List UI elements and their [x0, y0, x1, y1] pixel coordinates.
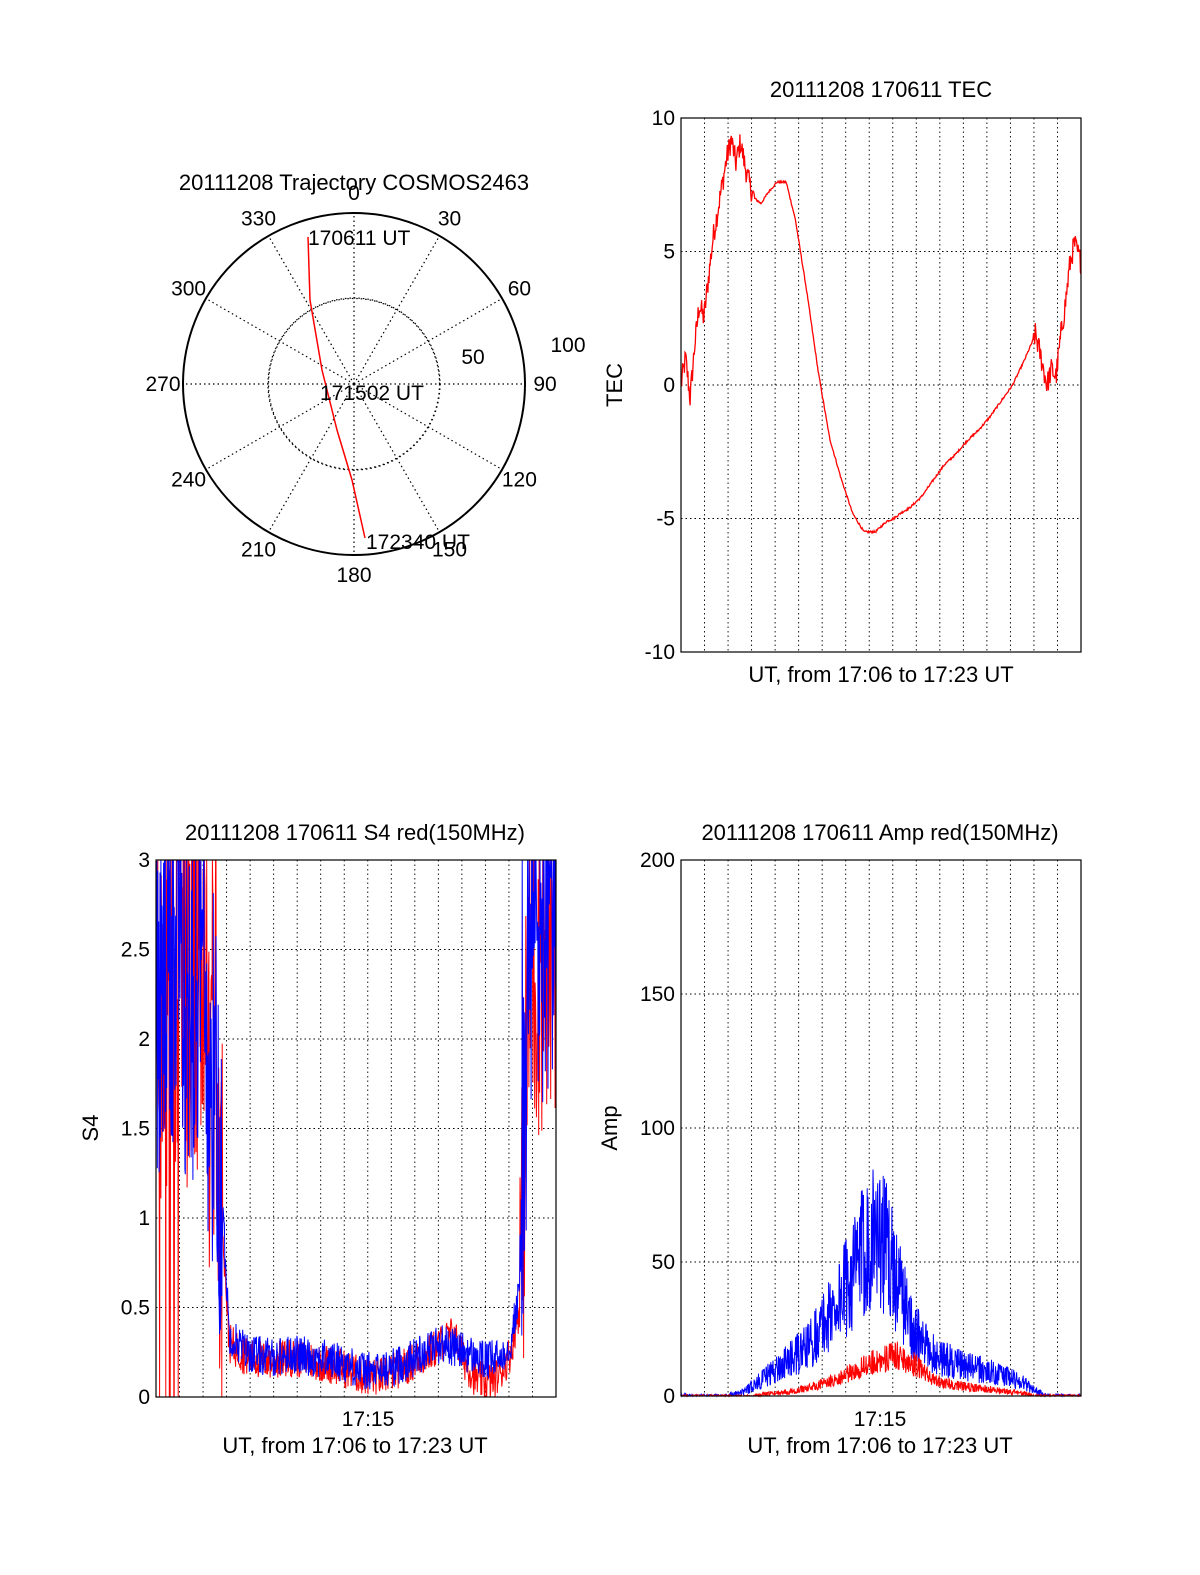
- polar-angle-label: 120: [502, 469, 537, 492]
- polar-spoke: [353, 383, 441, 533]
- polar-annotation-start: 170611 UT: [308, 227, 411, 250]
- y-tick-label: 150: [640, 983, 675, 1006]
- y-tick-label: 2: [138, 1028, 150, 1051]
- polar-labels: 0 30 60 90 120 150 180 210 240 270 300 330 50 100: [145, 182, 585, 587]
- tec-y-label: TEC: [602, 363, 627, 407]
- polar-spoke: [267, 383, 355, 533]
- polar-spoke: [353, 383, 503, 471]
- amp-x-label: UT, from 17:06 to 17:23 UT: [747, 1433, 1012, 1458]
- s4-x-label: UT, from 17:06 to 17:23 UT: [222, 1433, 487, 1458]
- s4-y-label: S4: [78, 1115, 103, 1142]
- polar-angle-label: 240: [171, 469, 206, 492]
- tec-y-ticks: 10 5 0 -5 -10: [645, 107, 675, 664]
- s4-title: 20111208 170611 S4 red(150MHz): [185, 820, 525, 845]
- polar-angle-label: 210: [241, 538, 276, 561]
- amp-x-tick-label: 17:15: [854, 1408, 907, 1431]
- polar-angle-label: 150: [432, 538, 467, 561]
- polar-radial-label: 50: [461, 346, 484, 369]
- tec-grid: [681, 118, 1081, 652]
- s4-blue-series-line: [155, 859, 557, 1390]
- polar-angle-label: 180: [336, 564, 371, 587]
- y-tick-label: 0: [138, 1386, 150, 1409]
- amp-grid: [681, 860, 1081, 1396]
- y-tick-label: 0: [663, 1385, 675, 1408]
- y-tick-label: 3: [138, 849, 150, 872]
- tec-title: 20111208 170611 TEC: [770, 77, 992, 102]
- y-tick-label: -10: [645, 641, 675, 664]
- s4-grid: [156, 860, 556, 1397]
- y-tick-label: 100: [640, 1117, 675, 1140]
- polar-angle-label: 270: [145, 373, 180, 396]
- y-tick-label: 1.5: [121, 1118, 150, 1141]
- amp-blue-series-line: [680, 1169, 1082, 1398]
- amp-plot-frame: [680, 859, 1082, 1397]
- s4-y-ticks: 3 2.5 2 1.5 1 0.5 0: [121, 849, 150, 1409]
- polar-radial-label: 100: [550, 334, 585, 357]
- s4-plot-frame: [155, 859, 557, 1398]
- polar-angle-label: 60: [508, 278, 531, 301]
- s4-chart: 20111208 170611 S4 red(150MHz) 3 2.5 2 1.5 1…: [78, 820, 557, 1458]
- polar-annotation-mid: 171502 UT: [320, 382, 424, 405]
- polar-angle-label: 30: [438, 208, 461, 231]
- y-tick-label: 200: [640, 849, 675, 872]
- y-tick-label: 50: [652, 1251, 675, 1274]
- amp-y-ticks: 200 150 100 50 0: [640, 849, 675, 1408]
- y-tick-label: 0.5: [121, 1297, 150, 1320]
- polar-angle-label: 90: [533, 373, 556, 396]
- tec-chart: 20111208 170611 TEC 10 5 0 -5 -10 TEC UT, fr…: [602, 77, 1082, 687]
- y-tick-label: -5: [656, 508, 675, 531]
- s4-x-tick-label: 17:15: [342, 1408, 395, 1431]
- polar-outer-circle: [182, 212, 526, 556]
- tec-x-label: UT, from 17:06 to 17:23 UT: [748, 662, 1013, 687]
- tec-series-line: [680, 134, 1082, 535]
- amp-chart: 20111208 170611 Amp red(150MHz) 200 150 10…: [597, 820, 1082, 1458]
- amp-red-series-line: [681, 1341, 1082, 1398]
- y-tick-label: 2.5: [121, 939, 150, 962]
- y-tick-label: 1: [138, 1207, 150, 1230]
- amp-y-label: Amp: [597, 1105, 622, 1150]
- amp-title: 20111208 170611 Amp red(150MHz): [701, 820, 1058, 845]
- polar-chart: 20111208 Trajectory COSMOS2463 0 30 60 90 12…: [145, 170, 585, 587]
- polar-angle-label: 300: [171, 278, 206, 301]
- polar-trajectory-line: [307, 236, 366, 539]
- polar-spoke: [353, 235, 441, 385]
- polar-spoke: [353, 297, 503, 385]
- polar-annotation-end: 172340 UT: [366, 531, 470, 554]
- polar-angle-label: 0: [348, 182, 360, 205]
- polar-spoke: [205, 297, 355, 385]
- polar-angle-label: 330: [241, 208, 276, 231]
- y-tick-label: 0: [663, 374, 675, 397]
- tec-plot-frame: [680, 117, 1082, 653]
- y-tick-label: 5: [663, 241, 675, 264]
- polar-title: 20111208 Trajectory COSMOS2463: [179, 170, 529, 195]
- y-tick-label: 10: [652, 107, 675, 130]
